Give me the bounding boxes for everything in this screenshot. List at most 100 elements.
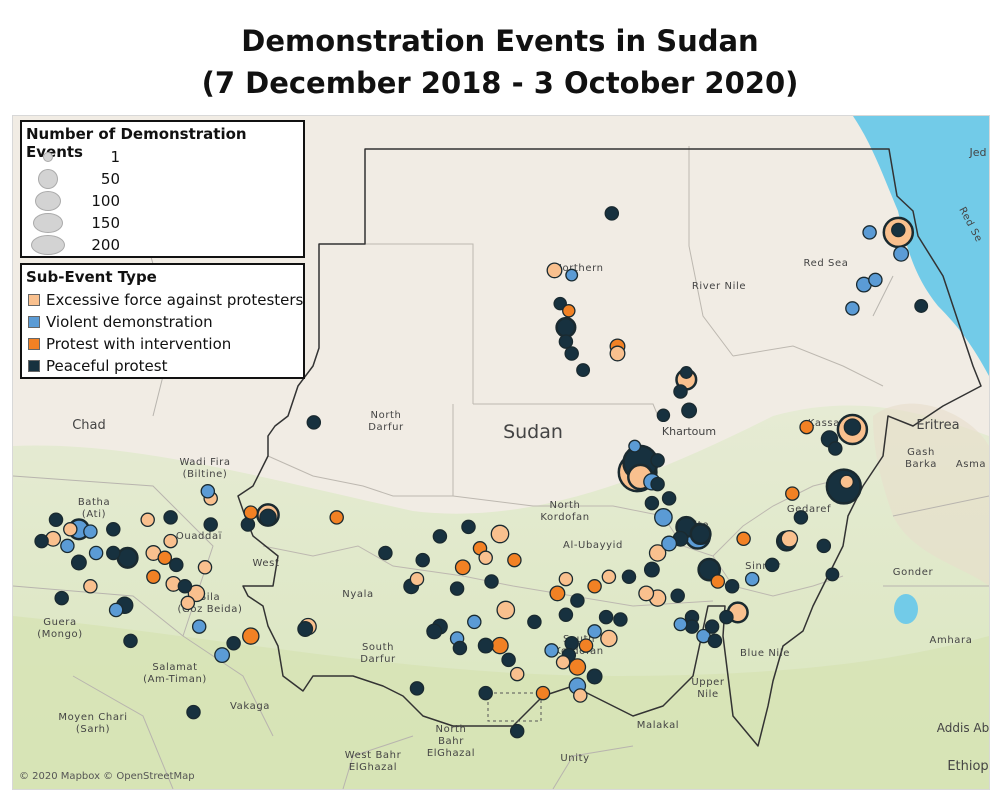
event-marker[interactable]	[432, 529, 448, 544]
event-marker[interactable]	[578, 638, 594, 653]
event-marker[interactable]	[461, 519, 476, 535]
event-marker[interactable]	[146, 569, 161, 585]
event-marker[interactable]	[697, 557, 722, 582]
map-canvas[interactable]: Sudan Northern River Nile Red Sea North Darfu…	[13, 116, 989, 789]
event-marker[interactable]	[868, 272, 883, 288]
event-marker[interactable]	[650, 476, 665, 492]
event-marker[interactable]	[862, 225, 877, 240]
event-marker[interactable]	[491, 636, 509, 655]
event-marker[interactable]	[564, 346, 579, 361]
event-marker[interactable]	[628, 439, 642, 453]
event-marker[interactable]	[214, 647, 231, 664]
event-marker[interactable]	[242, 627, 260, 645]
event-marker[interactable]	[565, 268, 579, 282]
event-marker[interactable]	[710, 574, 726, 589]
event-marker[interactable]	[736, 531, 751, 547]
event-marker[interactable]	[163, 533, 178, 549]
event-marker[interactable]	[562, 304, 576, 318]
event-marker[interactable]	[689, 522, 712, 546]
event-marker[interactable]	[654, 508, 673, 527]
event-marker[interactable]	[426, 623, 443, 640]
event-marker[interactable]	[549, 585, 566, 602]
event-marker[interactable]	[828, 441, 843, 456]
event-marker[interactable]	[764, 557, 780, 573]
event-marker[interactable]	[573, 688, 588, 703]
event-marker[interactable]	[600, 629, 618, 648]
event-marker[interactable]	[60, 538, 75, 554]
event-marker[interactable]	[843, 418, 862, 436]
event-marker[interactable]	[661, 491, 677, 506]
event-marker[interactable]	[825, 567, 840, 582]
event-marker[interactable]	[200, 484, 216, 499]
event-marker[interactable]	[157, 550, 173, 566]
event-marker[interactable]	[527, 614, 542, 630]
event-marker[interactable]	[203, 517, 218, 532]
event-marker[interactable]	[670, 588, 685, 604]
event-marker[interactable]	[409, 681, 425, 696]
event-marker[interactable]	[793, 510, 809, 525]
event-marker[interactable]	[598, 609, 614, 625]
event-marker[interactable]	[306, 415, 322, 430]
event-marker[interactable]	[490, 524, 510, 544]
event-marker[interactable]	[34, 533, 49, 549]
event-marker[interactable]	[297, 621, 314, 637]
event-marker[interactable]	[240, 517, 256, 532]
event-marker[interactable]	[644, 495, 660, 511]
event-marker[interactable]	[83, 524, 98, 539]
event-marker[interactable]	[478, 685, 493, 701]
event-marker[interactable]	[650, 453, 665, 468]
event-marker[interactable]	[673, 617, 688, 632]
event-marker[interactable]	[744, 571, 760, 587]
event-marker[interactable]	[509, 666, 525, 682]
event-marker[interactable]	[679, 366, 693, 379]
event-marker[interactable]	[259, 508, 277, 527]
event-marker[interactable]	[478, 550, 493, 566]
event-marker[interactable]	[558, 334, 574, 349]
event-marker[interactable]	[378, 545, 393, 561]
event-marker[interactable]	[454, 559, 471, 576]
event-marker[interactable]	[449, 581, 465, 596]
event-marker[interactable]	[638, 585, 655, 602]
event-marker[interactable]	[839, 474, 854, 490]
event-marker[interactable]	[477, 637, 494, 654]
event-marker[interactable]	[681, 402, 698, 419]
event-marker[interactable]	[587, 624, 602, 639]
event-marker[interactable]	[535, 685, 551, 701]
event-marker[interactable]	[643, 561, 660, 578]
map-attribution[interactable]: © 2020 Mapbox © OpenStreetMap	[19, 771, 195, 782]
event-marker[interactable]	[63, 522, 78, 537]
event-marker[interactable]	[191, 619, 207, 634]
event-markers[interactable]	[34, 206, 929, 739]
event-marker[interactable]	[553, 296, 567, 311]
event-marker[interactable]	[704, 619, 720, 634]
event-marker[interactable]	[656, 408, 671, 423]
event-marker[interactable]	[587, 579, 602, 594]
event-marker[interactable]	[467, 614, 482, 630]
event-marker[interactable]	[116, 546, 139, 569]
event-marker[interactable]	[54, 590, 69, 606]
event-marker[interactable]	[891, 222, 906, 238]
event-marker[interactable]	[186, 704, 201, 720]
event-marker[interactable]	[163, 510, 178, 525]
event-marker[interactable]	[452, 640, 468, 656]
event-marker[interactable]	[604, 206, 620, 221]
event-marker[interactable]	[329, 510, 344, 525]
event-marker[interactable]	[558, 571, 574, 587]
event-marker[interactable]	[409, 571, 425, 587]
event-marker[interactable]	[570, 593, 585, 608]
event-marker[interactable]	[719, 609, 734, 625]
event-marker[interactable]	[684, 619, 700, 634]
event-marker[interactable]	[799, 419, 814, 435]
event-marker[interactable]	[415, 552, 430, 568]
event-marker[interactable]	[496, 600, 516, 620]
event-marker[interactable]	[707, 633, 723, 649]
event-marker[interactable]	[845, 301, 860, 316]
event-marker[interactable]	[609, 345, 626, 362]
event-marker[interactable]	[555, 316, 577, 338]
event-marker[interactable]	[507, 552, 522, 568]
event-marker[interactable]	[564, 636, 579, 651]
event-marker[interactable]	[673, 384, 688, 399]
event-marker[interactable]	[177, 579, 193, 594]
event-marker[interactable]	[88, 545, 104, 561]
event-marker[interactable]	[546, 262, 563, 279]
